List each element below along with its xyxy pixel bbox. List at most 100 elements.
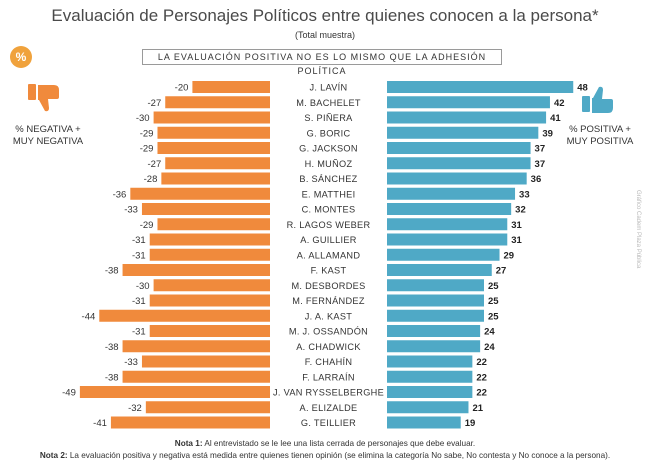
negative-value-label: -31 — [132, 235, 146, 246]
negative-value-label: -31 — [132, 296, 146, 307]
category-label: M. DESBORDES — [291, 281, 365, 291]
category-label: F. KAST — [311, 266, 347, 276]
category-label: J. VAN RYSSELBERGHE — [273, 388, 384, 398]
negative-bar — [165, 96, 270, 109]
positive-value-label: 41 — [550, 113, 561, 124]
positive-value-label: 33 — [519, 189, 530, 200]
note-1-text: Al entrevistado se le lee una lista cerr… — [204, 439, 476, 448]
negative-value-label: -28 — [144, 174, 158, 185]
negative-value-label: -27 — [148, 98, 162, 109]
positive-bar — [387, 264, 492, 276]
category-label: E. MATTHEI — [302, 189, 356, 199]
negative-bar — [157, 218, 270, 231]
negative-value-label: -30 — [136, 113, 150, 124]
positive-value-label: 25 — [488, 281, 499, 292]
positive-value-label: 29 — [504, 250, 515, 261]
negative-value-label: -36 — [113, 189, 127, 200]
credit: Gráfico Cadem Plaza Pública — [635, 190, 641, 269]
category-label: A. GUILLIER — [300, 235, 356, 245]
chart-title: Evaluación de Personajes Políticos entre… — [51, 6, 599, 25]
category-label: R. LAGOS WEBER — [287, 220, 371, 230]
negative-value-label: -41 — [93, 418, 107, 429]
positive-bar — [387, 172, 527, 185]
negative-bar — [130, 187, 270, 200]
category-label: F. LARRAÍN — [302, 372, 355, 382]
right-legend-line2: MUY POSITIVA — [566, 136, 634, 147]
negative-bar — [122, 370, 270, 383]
note-2-label: Nota 2: — [39, 451, 68, 460]
positive-value-label: 24 — [484, 342, 495, 353]
left-legend-line1: % NEGATIVA + — [15, 124, 81, 135]
negative-bar — [157, 142, 270, 154]
chart-subtitle: (Total muestra) — [294, 30, 356, 40]
negative-value-label: -29 — [140, 128, 154, 139]
positive-value-label: 31 — [511, 220, 522, 231]
negative-bar — [122, 340, 270, 353]
positive-value-label: 25 — [488, 296, 499, 307]
positive-value-label: 31 — [511, 235, 522, 246]
positive-value-label: 24 — [484, 327, 495, 338]
negative-value-label: -32 — [128, 403, 142, 414]
positive-value-label: 22 — [476, 388, 487, 399]
percent-badge: % — [10, 46, 32, 68]
right-legend: % POSITIVA + MUY POSITIVA — [555, 124, 645, 148]
category-label: A. ALLAMAND — [297, 250, 361, 260]
positive-bar — [387, 96, 550, 109]
negative-value-label: -38 — [105, 342, 119, 353]
category-label: S. PIÑERA — [304, 113, 353, 123]
category-label: A. ELIZALDE — [300, 403, 358, 413]
positive-bar — [387, 203, 512, 215]
positive-value-label: 37 — [535, 144, 546, 155]
negative-value-label: -30 — [136, 281, 150, 292]
positive-value-label: 27 — [496, 266, 507, 277]
positive-value-label: 36 — [531, 174, 542, 185]
category-label: J. LAVÍN — [310, 83, 348, 93]
negative-value-label: -49 — [62, 388, 76, 399]
positive-value-label: 21 — [472, 403, 483, 414]
negative-bar — [145, 401, 270, 414]
negative-value-label: -20 — [175, 83, 189, 94]
negative-bar — [153, 111, 270, 124]
negative-value-label: -38 — [105, 266, 119, 277]
negative-value-label: -27 — [148, 159, 162, 170]
negative-value-label: -38 — [105, 372, 119, 383]
positive-bar — [387, 111, 547, 124]
positive-bar — [387, 325, 481, 337]
negative-bar — [165, 157, 270, 170]
category-label: M. FERNÁNDEZ — [292, 296, 365, 306]
positive-value-label: 39 — [542, 128, 553, 139]
negative-bar — [141, 203, 270, 215]
note-1: Nota 1: Al entrevistado se le lee una li… — [0, 438, 650, 450]
positive-bar — [387, 142, 531, 154]
positive-bar — [387, 218, 508, 231]
positive-bar — [387, 309, 484, 322]
negative-value-label: -33 — [124, 205, 138, 216]
category-label: G. JACKSON — [299, 144, 358, 154]
negative-bar — [192, 81, 270, 93]
positive-bar — [387, 157, 531, 170]
negative-bar — [149, 248, 270, 261]
positive-value-label: 19 — [465, 418, 476, 429]
category-label: G. TEILLIER — [301, 418, 356, 428]
positive-bar — [387, 279, 484, 292]
positive-bar — [387, 233, 508, 246]
positive-bar — [387, 401, 469, 414]
category-label: B. SÁNCHEZ — [299, 174, 357, 184]
negative-bar — [99, 309, 270, 322]
positive-bar — [387, 294, 484, 307]
negative-bar — [79, 386, 270, 398]
note-1-label: Nota 1: — [174, 439, 203, 448]
category-label: C. MONTES — [302, 205, 356, 215]
category-label: F. CHAHÍN — [305, 357, 353, 367]
negative-bar — [122, 264, 270, 276]
negative-value-label: -29 — [140, 144, 154, 155]
positive-bar — [387, 126, 539, 139]
left-legend: % NEGATIVA + MUY NEGATIVA — [3, 124, 93, 148]
negative-bar — [110, 416, 270, 429]
positive-bar — [387, 340, 481, 353]
category-label: M. BACHELET — [296, 98, 361, 108]
positive-value-label: 48 — [577, 83, 588, 94]
thumbs-up-icon — [580, 82, 618, 121]
positive-value-label: 22 — [476, 372, 487, 383]
